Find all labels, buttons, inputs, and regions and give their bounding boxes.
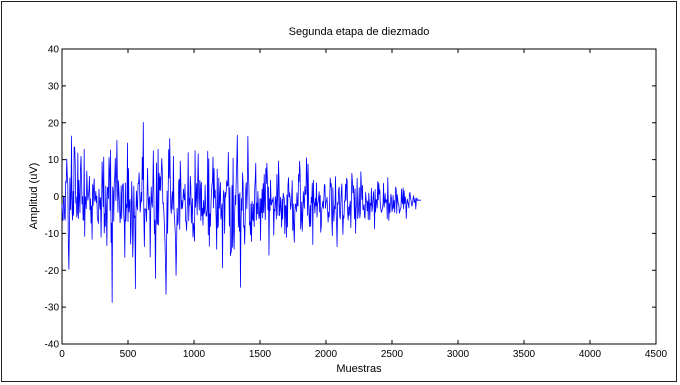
- y-tick-label: -10: [45, 229, 60, 240]
- y-tick-label: 30: [48, 81, 60, 92]
- x-tick-label: 3500: [513, 349, 536, 360]
- y-tick-label: 0: [53, 192, 59, 203]
- y-tick-label: -30: [45, 303, 60, 314]
- signal-series: [61, 121, 422, 303]
- y-axis-label: Amplitud (uV): [28, 163, 40, 230]
- y-axis-ticks: -40 -30 -20 -10 0 10 20 30 40: [45, 45, 656, 351]
- x-tick-label: 1000: [183, 349, 206, 360]
- x-tick-label: 500: [120, 349, 137, 360]
- y-tick-label: 40: [48, 45, 60, 56]
- x-tick-label: 4000: [579, 349, 602, 360]
- y-tick-label: 10: [48, 155, 60, 166]
- signal-line: [61, 121, 422, 303]
- x-axis-label: Muestras: [336, 363, 382, 375]
- x-axis-ticks: 0 500 1000 1500 2000 2500 3000 3500 4000 4500: [59, 49, 668, 360]
- x-tick-label: 1500: [249, 349, 272, 360]
- x-tick-label: 0: [59, 349, 65, 360]
- y-tick-label: -20: [45, 266, 60, 277]
- y-tick-label: 20: [48, 118, 60, 129]
- y-tick-label: -40: [45, 340, 60, 351]
- x-tick-label: 4500: [645, 349, 668, 360]
- x-tick-label: 3000: [447, 349, 470, 360]
- x-tick-label: 2000: [315, 349, 338, 360]
- x-tick-label: 2500: [381, 349, 404, 360]
- chart-title: Segunda etapa de diezmado: [289, 26, 430, 38]
